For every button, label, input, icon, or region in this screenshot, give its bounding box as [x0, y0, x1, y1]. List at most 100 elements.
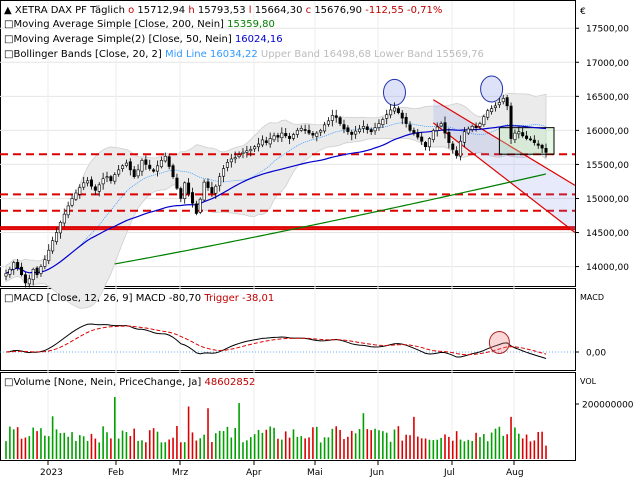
volume-tick-label: 200000000: [582, 401, 634, 411]
ma50-legend-icon: □: [4, 34, 13, 45]
candle-body: [190, 192, 194, 204]
candle-body: [420, 136, 424, 142]
peak-marker: [382, 78, 406, 106]
macd-value: -80,70: [169, 293, 201, 304]
candle-body: [97, 184, 101, 192]
trend-channel-lower: [432, 122, 576, 233]
macd-params: [Close, 12, 26, 9]: [47, 293, 133, 304]
candle-body: [222, 168, 226, 177]
close-label: c: [306, 5, 312, 16]
ma50-legend: □Moving Average Simple(2) [Close, 50, Ne…: [4, 34, 283, 45]
candle-body: [35, 267, 39, 276]
candle-body: [404, 116, 408, 124]
candle-body: [392, 107, 396, 112]
candle-body: [416, 132, 420, 138]
candle-body: [517, 131, 521, 135]
candle-body: [424, 142, 428, 148]
candle-body: [521, 132, 525, 137]
candle-body: [342, 124, 346, 130]
ma50-value: 16024,16: [235, 34, 283, 45]
moving-averages: [5, 125, 547, 274]
volume-value: 48602852: [205, 377, 256, 388]
candle-body: [544, 147, 548, 153]
candle-body: [136, 169, 140, 177]
macd-trigger-line: [5, 325, 547, 356]
candle-body: [128, 161, 132, 171]
ma50-name: Moving Average Simple(2): [13, 34, 145, 45]
candle-body: [315, 132, 319, 137]
collapse-icon[interactable]: ▲: [4, 5, 15, 16]
ma50-line: [5, 125, 547, 274]
candle-body: [12, 262, 16, 270]
candle-body: [55, 232, 59, 242]
candle-body: [156, 165, 160, 172]
macd-legend: □MACD [Close, 12, 26, 9] MACD -80,70 Tri…: [4, 293, 274, 304]
price-tick-label: 16500,00: [586, 93, 629, 103]
volume-legend-icon: □: [4, 377, 13, 388]
candle-body: [257, 143, 261, 148]
volume-bars: 200000000: [5, 397, 634, 459]
candle-body: [272, 135, 276, 141]
volume-panel-frame: [0, 372, 576, 461]
candle-body: [501, 98, 505, 103]
candle-body: [497, 102, 501, 106]
candle-body: [330, 115, 334, 121]
candle-body: [245, 150, 249, 153]
candle-body: [431, 130, 435, 140]
ma200-legend: □Moving Average Simple [Close, 200, Nein…: [4, 19, 275, 30]
candle-body: [43, 259, 47, 267]
candle-body: [39, 266, 43, 274]
candle-body: [198, 198, 202, 213]
candle-body: [377, 123, 381, 128]
low-label: l: [249, 5, 252, 16]
macd-axis-label: MACD: [580, 293, 604, 302]
candle-body: [8, 268, 12, 275]
candle-body: [225, 162, 229, 168]
macd-panel-frame: [0, 288, 576, 371]
candle-body: [167, 156, 171, 167]
candle-body: [486, 110, 490, 118]
candle-body: [152, 169, 156, 172]
candle-body: [435, 126, 439, 131]
candle-body: [385, 114, 389, 119]
candle-body: [113, 174, 117, 182]
candle-body: [493, 105, 497, 109]
candle-body: [132, 169, 136, 177]
volume-legend: □Volume [None, Nein, PriceChange, Ja] 48…: [4, 377, 255, 388]
candle-body: [338, 117, 342, 124]
candle-body: [525, 135, 529, 139]
candle-body: [323, 124, 327, 132]
price-tick-label: 17500,00: [586, 25, 629, 35]
candle-body: [284, 133, 288, 137]
candle-body: [218, 176, 222, 187]
candle-body: [27, 278, 31, 285]
bollinger-upper-value: 16498,68: [323, 49, 371, 60]
currency-label: €: [580, 7, 586, 17]
candle-body: [381, 119, 385, 125]
peak-marker: [480, 75, 504, 103]
candle-body: [163, 155, 167, 162]
macd-lines: 0,00: [0, 323, 606, 359]
candle-body: [291, 134, 295, 139]
bollinger-name: Bollinger Bands: [13, 49, 91, 60]
low-value: 15664,30: [255, 5, 303, 16]
candle-body: [299, 128, 303, 131]
candle-body: [260, 139, 264, 146]
macd-legend-icon: □: [4, 293, 13, 304]
interval-label: Täglich: [89, 5, 125, 16]
trend-channel-upper: [433, 99, 576, 186]
candle-body: [124, 162, 128, 166]
ma200-legend-icon: □: [4, 19, 13, 30]
ma200-line: [114, 173, 547, 265]
candle-body: [288, 135, 292, 139]
high-value: 15793,53: [198, 5, 246, 16]
candle-body: [23, 274, 27, 284]
candle-body: [490, 108, 494, 113]
macd-line: [5, 323, 547, 359]
candle-body: [540, 144, 544, 149]
candle-body: [58, 222, 62, 234]
candle-body: [187, 182, 191, 195]
candle-body: [66, 205, 70, 216]
candle-body: [109, 176, 113, 182]
